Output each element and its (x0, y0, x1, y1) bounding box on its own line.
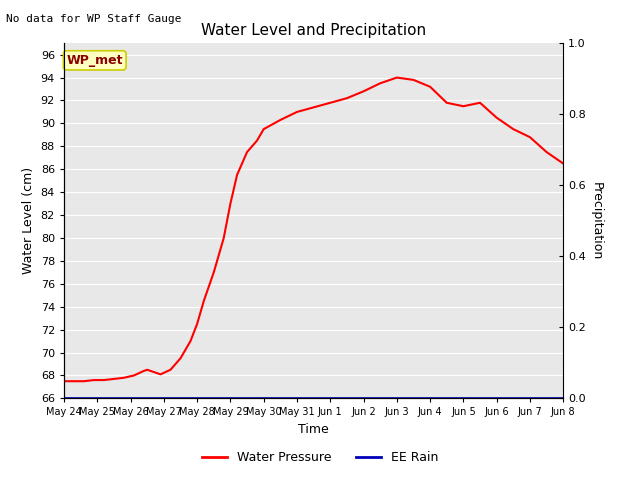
Water Pressure (343, 96, 351, 101)
Water Pressure (233, 172, 241, 178)
Water Pressure (393, 75, 401, 81)
Water Pressure (70, 378, 78, 384)
Y-axis label: Water Level (cm): Water Level (cm) (22, 167, 35, 275)
Y-axis label: Precipitation: Precipitation (589, 181, 602, 260)
Water Pressure (140, 368, 148, 374)
Water Pressure (60, 378, 68, 384)
Text: WP_met: WP_met (67, 54, 123, 67)
Water Pressure (227, 201, 234, 206)
Water Pressure (443, 100, 451, 106)
Water Pressure (187, 338, 195, 344)
Water Pressure (200, 298, 207, 304)
Water Pressure (130, 372, 138, 378)
Water Pressure (154, 370, 161, 376)
Text: No data for WP Staff Gauge: No data for WP Staff Gauge (6, 14, 182, 24)
Water Pressure (526, 134, 534, 140)
Water Pressure (210, 269, 218, 275)
Title: Water Level and Precipitation: Water Level and Precipitation (201, 23, 426, 38)
Water Pressure (120, 375, 128, 381)
Water Pressure (426, 84, 434, 90)
Water Pressure (543, 149, 550, 155)
Line: Water Pressure: Water Pressure (64, 78, 563, 381)
Water Pressure (90, 377, 98, 383)
Water Pressure (493, 115, 500, 120)
Water Pressure (276, 117, 284, 123)
Legend: Water Pressure, EE Rain: Water Pressure, EE Rain (196, 446, 444, 469)
Water Pressure (110, 376, 118, 382)
Water Pressure (177, 355, 184, 361)
Water Pressure (80, 378, 88, 384)
Water Pressure (143, 367, 151, 372)
Water Pressure (147, 368, 154, 374)
Water Pressure (559, 161, 567, 167)
Water Pressure (326, 100, 334, 106)
Water Pressure (100, 377, 108, 383)
Water Pressure (260, 126, 268, 132)
Water Pressure (310, 105, 317, 110)
Water Pressure (220, 235, 228, 241)
Water Pressure (193, 321, 201, 327)
Water Pressure (476, 100, 484, 106)
Water Pressure (166, 367, 174, 372)
Water Pressure (150, 369, 157, 375)
Water Pressure (243, 149, 251, 155)
Water Pressure (157, 372, 164, 377)
Water Pressure (293, 109, 301, 115)
Water Pressure (410, 77, 417, 83)
X-axis label: Time: Time (298, 423, 329, 436)
Water Pressure (509, 126, 517, 132)
Water Pressure (253, 138, 261, 144)
Water Pressure (360, 88, 367, 94)
Water Pressure (376, 81, 384, 86)
Water Pressure (460, 103, 467, 109)
